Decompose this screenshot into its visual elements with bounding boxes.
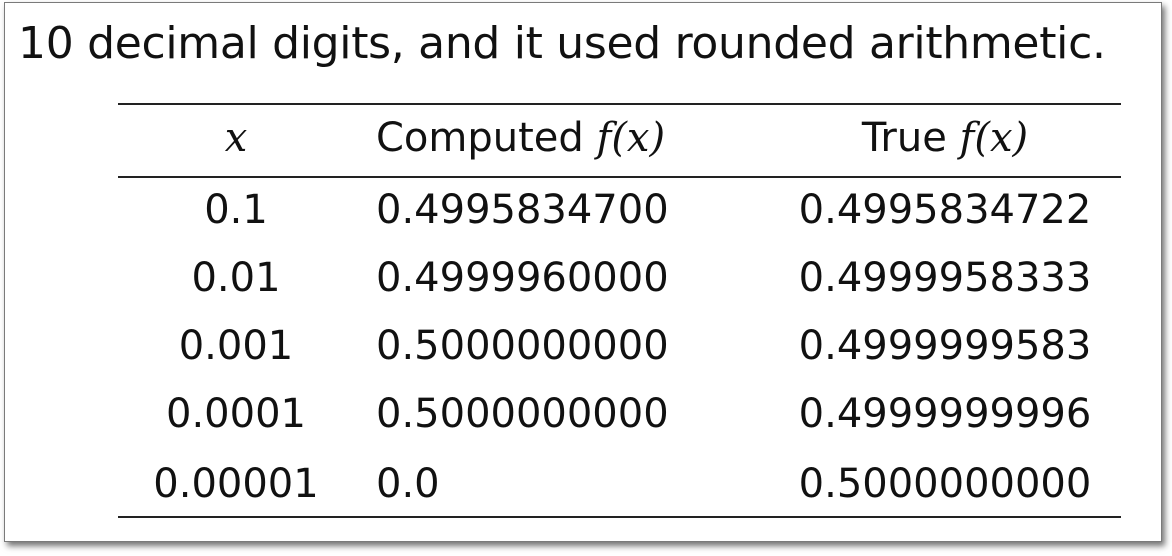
header-computed-label: Computed	[376, 115, 584, 161]
row-3-x: 0.001	[178, 323, 294, 369]
row-1-computed: 0.4995834700	[376, 187, 669, 233]
row-2-x: 0.01	[191, 255, 281, 301]
row-5-computed: 0.0	[376, 461, 440, 507]
row-3-true: 0.4999999583	[798, 323, 1092, 369]
row-3-computed: 0.5000000000	[376, 323, 669, 369]
document-frame	[4, 2, 1162, 542]
row-2-computed: 0.4999960000	[376, 255, 669, 301]
row-2-true: 0.4999958333	[798, 255, 1092, 301]
header-true-label: True	[861, 115, 947, 161]
table-top-rule	[118, 103, 1121, 105]
row-4-true: 0.4999999996	[798, 391, 1092, 437]
header-true-math: f(x)	[959, 115, 1029, 161]
header-computed: Computed f(x)	[376, 118, 756, 158]
header-x: x	[118, 118, 354, 158]
row-4-x: 0.0001	[166, 391, 306, 437]
header-true: True f(x)	[770, 118, 1120, 158]
caption-text: 10 decimal digits, and it used rounded a…	[18, 18, 1106, 69]
header-computed-math: f(x)	[596, 115, 666, 161]
header-x-var: x	[224, 115, 248, 161]
row-4-computed: 0.5000000000	[376, 391, 669, 437]
row-5-x: 0.00001	[153, 461, 319, 507]
row-1-true: 0.4995834722	[798, 187, 1092, 233]
table-bottom-rule	[118, 516, 1121, 518]
table-header-rule	[118, 176, 1121, 178]
row-5-true: 0.5000000000	[798, 461, 1092, 507]
row-1-x: 0.1	[204, 187, 268, 233]
